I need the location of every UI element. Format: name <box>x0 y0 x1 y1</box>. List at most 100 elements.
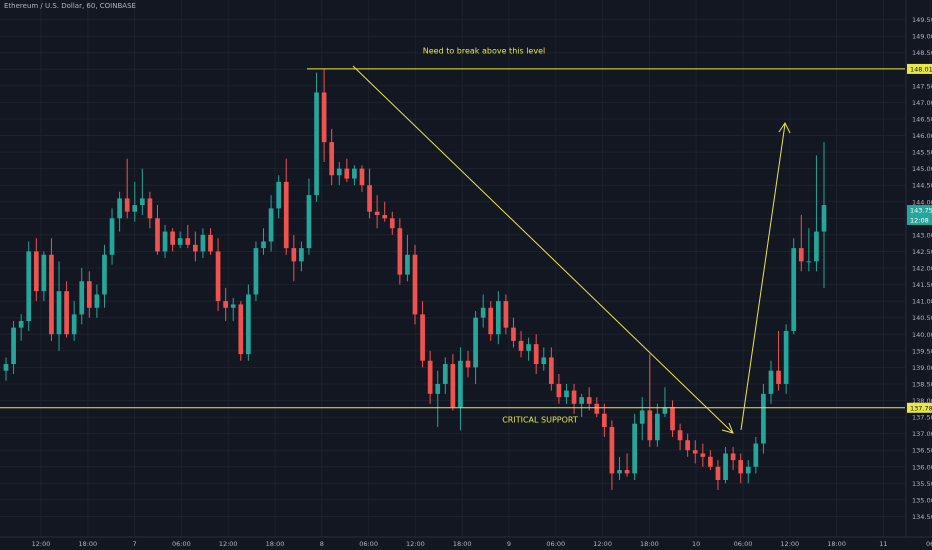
candle-body <box>488 307 494 335</box>
candle-body <box>503 301 509 328</box>
candle-body <box>26 251 32 321</box>
chart-title: Ethereum / U.S. Dollar, 60, COINBASE <box>4 2 136 10</box>
candle-body <box>352 168 357 179</box>
price-tick-label: 145.50 <box>912 149 932 157</box>
time-tick-label: 10 <box>692 540 700 548</box>
candle-body <box>253 248 259 295</box>
price-tick-label: 137.50 <box>912 414 932 422</box>
candle-body <box>662 407 668 414</box>
candle-body <box>533 344 539 365</box>
price-tick-label: 144.50 <box>912 182 932 190</box>
candle-body <box>102 254 107 295</box>
time-tick-label: 06:00 <box>546 540 565 548</box>
price-tick-label: 136.50 <box>912 447 932 455</box>
candle-body <box>480 307 486 318</box>
time-tick-label: 12:00 <box>219 540 238 548</box>
projection-arrowhead <box>778 122 791 134</box>
time-tick-label: 06 <box>926 540 932 548</box>
time-axis[interactable]: 12:00 18:00 7 06:00 12:00 18:00 8 06:00 12:00 18:… <box>0 536 932 548</box>
candle-body <box>579 397 584 404</box>
candle-body <box>139 198 145 206</box>
candle-body <box>336 168 342 176</box>
candle-body <box>776 370 781 384</box>
candle-body <box>783 330 789 384</box>
price-tick-label: 137.00 <box>912 430 932 438</box>
candle-body <box>109 218 115 255</box>
price-tick-label: 146.50 <box>912 115 932 123</box>
candle-body <box>700 453 706 457</box>
candle-body <box>761 393 766 444</box>
candle-body <box>382 215 388 219</box>
candle-body <box>814 231 819 262</box>
candle-body <box>94 294 100 308</box>
time-tick-label: 11 <box>879 540 887 548</box>
candle-body <box>3 364 9 371</box>
time-tick-label: 9 <box>507 540 511 548</box>
candle-body <box>420 314 425 361</box>
price-tick-label: 149.50 <box>912 16 932 24</box>
resistance-annotation: Need to break above this level <box>423 46 545 55</box>
price-tick-label: 143.00 <box>912 231 932 239</box>
downtrend-line <box>352 65 734 434</box>
candle-body <box>473 317 478 368</box>
candle-body <box>56 291 62 335</box>
candle-body <box>261 241 266 249</box>
candle-body <box>518 340 524 351</box>
candle-body <box>208 234 213 252</box>
candle-body <box>548 357 554 384</box>
candle-body <box>314 92 319 196</box>
candle-body <box>738 460 744 474</box>
candle-body <box>329 142 335 176</box>
level-price-tag <box>907 63 932 74</box>
level-price-tag <box>907 402 932 413</box>
candle-body <box>708 456 713 467</box>
time-tick-label: 18:00 <box>266 540 285 548</box>
candle-body <box>11 327 16 365</box>
price-tick-label: 147.00 <box>912 99 932 107</box>
time-tick-label: 06:00 <box>734 540 753 548</box>
drawings: Need to break above this level CRITICAL S… <box>0 46 905 434</box>
candle-body <box>71 314 77 335</box>
candle-body <box>602 413 607 427</box>
candles <box>3 69 827 490</box>
price-tick-label: 142.50 <box>912 248 932 256</box>
candle-body <box>344 168 350 179</box>
candle-body <box>821 205 827 232</box>
price-tick-label: 139.00 <box>912 364 932 372</box>
candle-body <box>495 301 501 335</box>
candle-body <box>723 453 728 480</box>
candle-body <box>556 383 562 398</box>
candle-body <box>798 248 804 262</box>
candle-body <box>594 403 600 414</box>
candle-body <box>450 364 456 408</box>
price-tick-label: 145.00 <box>912 165 932 173</box>
candle-body <box>321 92 327 143</box>
candle-body <box>791 248 797 331</box>
candle-body <box>367 185 372 212</box>
candle-body <box>283 181 289 249</box>
candle-body <box>170 231 175 245</box>
candle-body <box>64 291 69 335</box>
candle-body <box>238 304 244 355</box>
current-price-tag <box>907 214 932 225</box>
price-tick-label: 142.00 <box>912 265 932 273</box>
price-axis[interactable]: 134.50 135.00 135.50 136.00 136.50 137.00 137.… <box>905 0 932 537</box>
candle-body <box>442 364 448 384</box>
candle-body <box>465 360 471 368</box>
time-tick-label: 06:00 <box>359 540 378 548</box>
current-price-tag <box>907 205 932 216</box>
support-annotation: CRITICAL SUPPORT <box>502 415 578 424</box>
candle-body <box>715 466 721 480</box>
candle-body <box>511 327 516 341</box>
candle-body <box>117 198 122 219</box>
candle-body <box>33 251 39 292</box>
candle-body <box>374 211 380 215</box>
time-tick-label: 12:00 <box>32 540 51 548</box>
price-tick-label: 146.00 <box>912 132 932 140</box>
time-tick-label: 06:00 <box>172 540 191 548</box>
candle-body <box>571 390 577 404</box>
candle-body <box>86 281 92 308</box>
price-tick-label: 139.50 <box>912 347 932 355</box>
candle-body <box>692 450 698 454</box>
